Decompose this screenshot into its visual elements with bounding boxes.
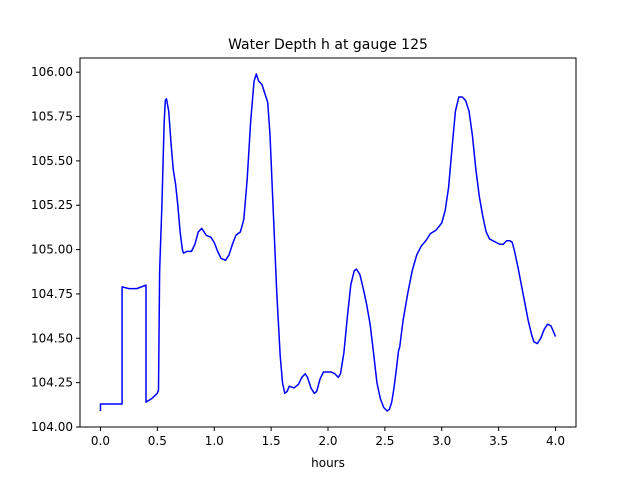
x-tick-label: 0.0 [91,434,110,448]
x-axis-label: hours [311,456,345,470]
y-tick-label: 104.00 [31,420,73,434]
x-tick-label: 2.5 [375,434,394,448]
y-axis-ticks: 104.00 104.25 104.50 104.75 105.00 105.25 105.… [31,65,80,434]
y-tick-label: 106.00 [31,65,73,79]
y-tick-label: 105.50 [31,154,73,168]
y-tick-label: 104.75 [31,287,73,301]
x-tick-label: 0.5 [148,434,167,448]
y-tick-label: 105.25 [31,198,73,212]
x-axis-ticks: 0.0 0.5 1.0 1.5 2.0 2.5 3.0 3.5 4.0 [91,427,565,448]
y-tick-label: 105.00 [31,243,73,257]
x-tick-label: 1.0 [205,434,224,448]
chart-title: Water Depth h at gauge 125 [228,37,428,53]
y-tick-label: 104.25 [31,376,73,390]
plot-area: 0.0 0.5 1.0 1.5 2.0 2.5 3.0 3.5 4.0 104.00 104.25… [31,57,577,448]
x-tick-label: 3.0 [432,434,451,448]
x-tick-label: 3.5 [489,434,508,448]
x-tick-label: 4.0 [546,434,565,448]
x-tick-label: 1.5 [262,434,281,448]
x-tick-label: 2.0 [318,434,337,448]
series-layer [99,73,557,412]
y-tick-label: 104.50 [31,331,73,345]
series-line [99,73,557,412]
y-tick-label: 105.75 [31,110,73,124]
